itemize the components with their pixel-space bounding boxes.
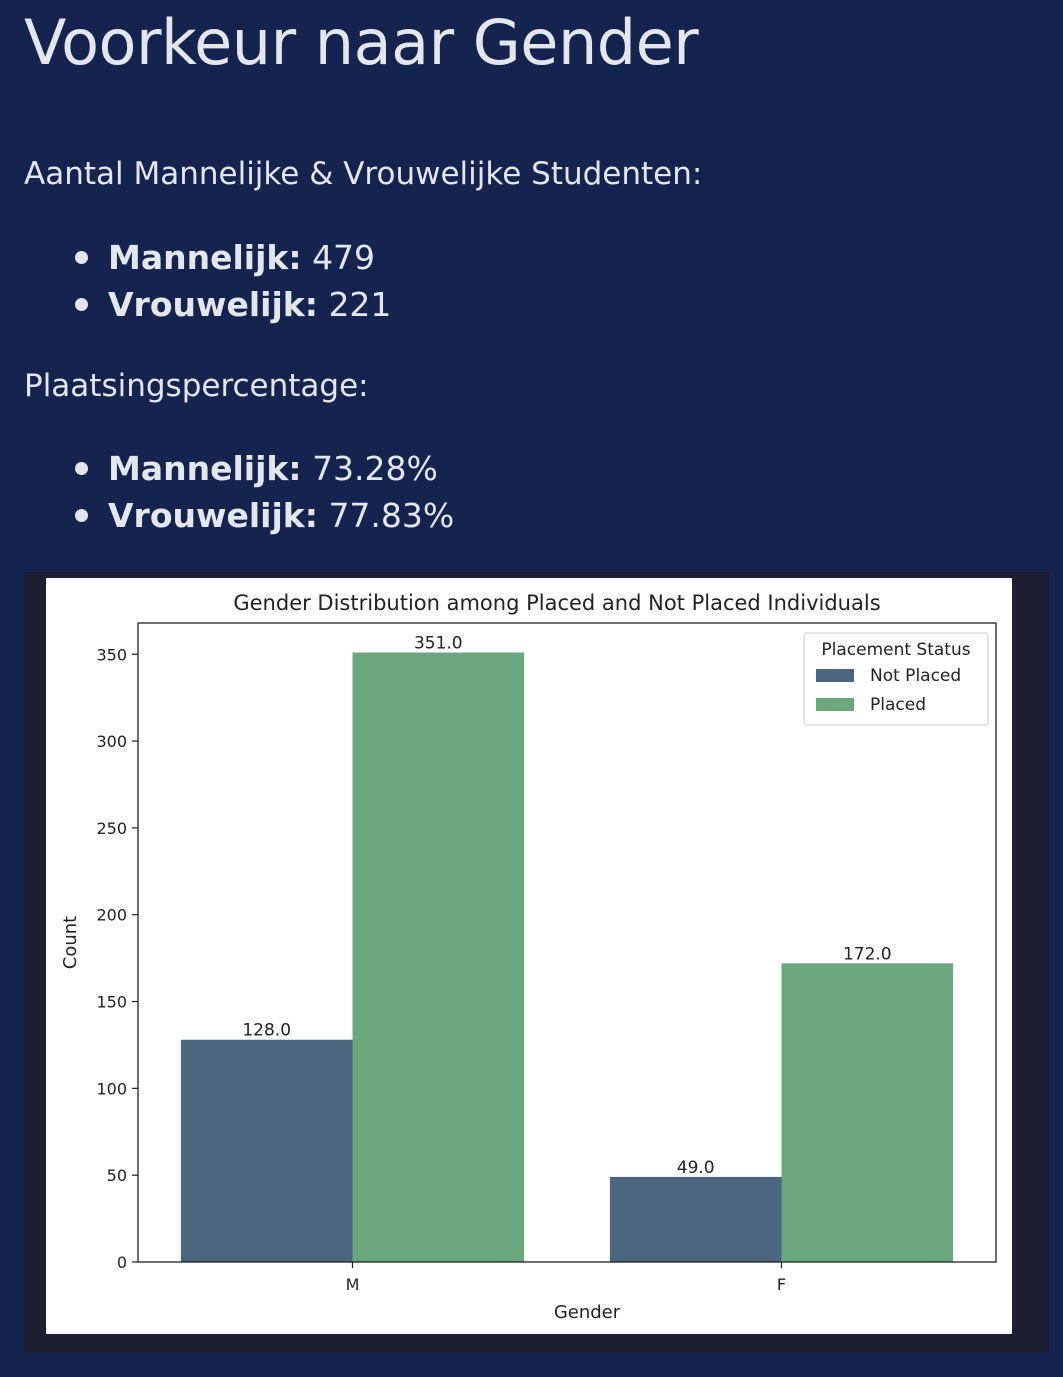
- x-tick-label: M: [346, 1275, 360, 1294]
- y-tick-label: 50: [107, 1166, 127, 1185]
- legend-title: Placement Status: [821, 640, 970, 660]
- rate-value-male: 73.28%: [312, 449, 438, 488]
- bullet-icon: [75, 462, 88, 475]
- y-tick-label: 200: [96, 906, 127, 925]
- count-intro: Aantal Mannelijke & Vrouwelijke Studente…: [24, 156, 703, 192]
- y-tick-label: 350: [96, 645, 127, 664]
- plot-frame: [137, 622, 997, 1263]
- data-label: 172.0: [843, 944, 892, 964]
- list-item: Vrouwelijk: 221: [24, 281, 391, 328]
- chart-paper: Gender Distribution among Placed and Not…: [46, 578, 1012, 1334]
- rate-intro: Plaatsingspercentage:: [24, 368, 369, 404]
- rate-list: Mannelijk: 73.28% Vrouwelijk: 77.83%: [24, 445, 454, 539]
- data-label: 351.0: [414, 634, 463, 654]
- x-tick-label: F: [777, 1275, 786, 1294]
- count-value-male: 479: [312, 238, 376, 277]
- y-tick-label: 0: [117, 1253, 127, 1272]
- data-label: 128.0: [242, 1021, 291, 1041]
- bullet-icon: [75, 298, 88, 311]
- y-tick-label: 100: [96, 1079, 127, 1098]
- y-tick-label: 300: [96, 732, 127, 751]
- legend-label: Placed: [870, 695, 926, 715]
- y-axis-label: Count: [60, 916, 81, 969]
- count-list: Mannelijk: 479 Vrouwelijk: 221: [24, 234, 391, 328]
- x-axis-label: Gender: [554, 1302, 621, 1323]
- page-title: Voorkeur naar Gender: [24, 6, 699, 79]
- list-item: Vrouwelijk: 77.83%: [24, 492, 454, 539]
- bar-not-placed-f: [609, 1176, 782, 1262]
- count-label-female: Vrouwelijk:: [108, 285, 318, 324]
- bar-placed-f: [781, 963, 954, 1262]
- count-label-male: Mannelijk:: [108, 238, 302, 277]
- y-tick-label: 150: [96, 993, 127, 1012]
- list-item: Mannelijk: 73.28%: [24, 445, 454, 492]
- chart-frame: Gender Distribution among Placed and Not…: [24, 572, 1049, 1352]
- bullet-icon: [75, 509, 88, 522]
- bar-not-placed-m: [180, 1039, 353, 1262]
- bar-chart: Gender Distribution among Placed and Not…: [60, 591, 997, 1323]
- chart-title: Gender Distribution among Placed and Not…: [233, 591, 880, 615]
- rate-label-male: Mannelijk:: [108, 449, 302, 488]
- rate-label-female: Vrouwelijk:: [108, 496, 318, 535]
- legend-label: Not Placed: [870, 666, 961, 686]
- rate-value-female: 77.83%: [328, 496, 455, 535]
- legend-swatch: [816, 669, 854, 682]
- legend-swatch: [816, 698, 854, 711]
- bullet-icon: [75, 251, 88, 264]
- bar-placed-m: [352, 652, 525, 1262]
- count-value-female: 221: [328, 285, 392, 324]
- y-tick-label: 250: [96, 819, 127, 838]
- data-label: 49.0: [677, 1158, 715, 1178]
- list-item: Mannelijk: 479: [24, 234, 391, 281]
